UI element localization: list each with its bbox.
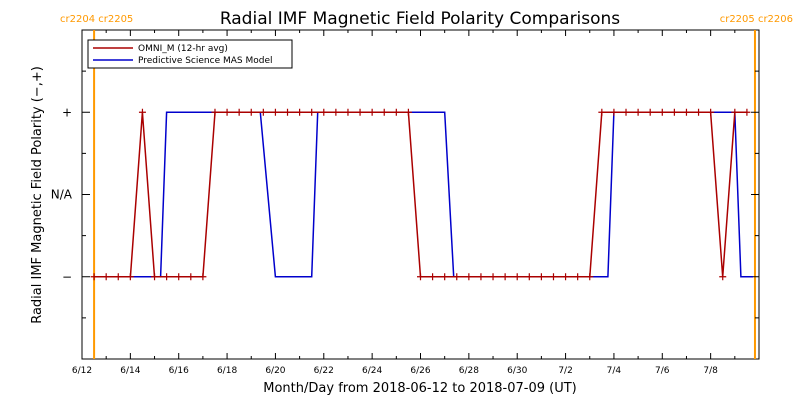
x-tick-label: 6/30 (507, 366, 527, 376)
data-point-marker (223, 108, 231, 116)
data-point-marker (537, 273, 545, 281)
data-point-marker (187, 273, 195, 281)
data-point-marker (138, 108, 146, 116)
data-point-marker (707, 108, 715, 116)
data-point-marker (114, 273, 122, 281)
data-point-marker (465, 273, 473, 281)
carrington-boundaries (93, 30, 756, 359)
data-point-marker (441, 273, 449, 281)
data-point-marker (296, 108, 304, 116)
data-point-marker (235, 108, 243, 116)
carrington-left-label: cr2204 cr2205 (60, 14, 133, 25)
data-point-marker (126, 273, 134, 281)
x-tick-label: 6/24 (362, 366, 382, 376)
y-axis-ticks: + N/A − (51, 70, 759, 319)
x-tick-label: 6/18 (217, 366, 237, 376)
data-point-marker (525, 273, 533, 281)
x-axis-label: Month/Day from 2018-06-12 to 2018-07-09 … (263, 381, 576, 396)
x-tick-label: 6/12 (72, 366, 92, 376)
legend-label-mas: Predictive Science MAS Model (138, 56, 273, 66)
data-point-marker (743, 108, 751, 116)
data-point-marker (163, 273, 171, 281)
data-point-marker (259, 108, 267, 116)
data-point-marker (719, 273, 727, 281)
data-point-marker (429, 273, 437, 281)
series-line-omni (94, 111, 747, 278)
data-point-marker (586, 273, 594, 281)
x-tick-label: 7/6 (655, 366, 670, 376)
data-point-marker (695, 108, 703, 116)
x-tick-label: 6/28 (459, 366, 479, 376)
data-point-marker (598, 108, 606, 116)
data-point-marker (562, 273, 570, 281)
data-point-marker (404, 108, 412, 116)
data-point-marker (102, 273, 110, 281)
data-point-marker (453, 273, 461, 281)
y-tick-label: N/A (51, 188, 73, 202)
x-tick-label: 6/14 (120, 366, 140, 376)
x-tick-label: 7/4 (607, 366, 622, 376)
data-point-marker (356, 108, 364, 116)
data-point-marker (610, 108, 618, 116)
data-point-marker (199, 273, 207, 281)
data-point-marker (731, 108, 739, 116)
data-point-marker (658, 108, 666, 116)
series-layer (90, 108, 753, 281)
y-axis-label: Radial IMF Magnetic Field Polarity (−,+) (30, 66, 45, 324)
data-point-marker (634, 108, 642, 116)
data-point-marker (308, 108, 316, 116)
data-point-marker (320, 108, 328, 116)
x-tick-label: 6/22 (314, 366, 334, 376)
carrington-right-label: cr2205 cr2206 (720, 14, 793, 25)
data-point-marker (151, 273, 159, 281)
data-point-marker (682, 108, 690, 116)
data-point-marker (622, 108, 630, 116)
data-point-marker (501, 273, 509, 281)
data-point-marker (513, 273, 521, 281)
data-point-marker (670, 108, 678, 116)
legend: OMNI_M (12-hr avg) Predictive Science MA… (87, 39, 293, 69)
data-point-marker (90, 273, 98, 281)
x-tick-label: 6/16 (169, 366, 189, 376)
y-tick-label: − (62, 270, 72, 284)
data-point-marker (332, 108, 340, 116)
data-point-marker (489, 273, 497, 281)
data-point-marker (368, 108, 376, 116)
series-line-mas (94, 111, 753, 278)
data-point-marker (380, 108, 388, 116)
data-point-marker (284, 108, 292, 116)
data-point-marker (271, 108, 279, 116)
data-point-marker (392, 108, 400, 116)
data-point-marker (549, 273, 557, 281)
data-point-marker (344, 108, 352, 116)
x-tick-label: 6/26 (410, 366, 430, 376)
data-point-marker (646, 108, 654, 116)
x-tick-label: 7/8 (703, 366, 718, 376)
data-point-marker (247, 108, 255, 116)
data-point-marker (417, 273, 424, 281)
x-tick-label: 6/20 (265, 366, 285, 376)
x-axis-ticks: 6/12 6/14 6/16 6/18 6/20 6/22 6/24 6/26 6/28 6/30… (72, 30, 736, 376)
legend-label-omni: OMNI_M (12-hr avg) (138, 44, 228, 54)
y-tick-label: + (62, 105, 72, 119)
data-point-marker (477, 273, 485, 281)
chart-title: Radial IMF Magnetic Field Polarity Compa… (220, 9, 620, 29)
x-tick-label: 7/2 (558, 366, 572, 376)
plot-frame (81, 29, 760, 360)
data-point-marker (574, 273, 582, 281)
legend-box (87, 39, 293, 69)
data-point-marker (211, 108, 219, 116)
data-point-marker (175, 273, 183, 281)
